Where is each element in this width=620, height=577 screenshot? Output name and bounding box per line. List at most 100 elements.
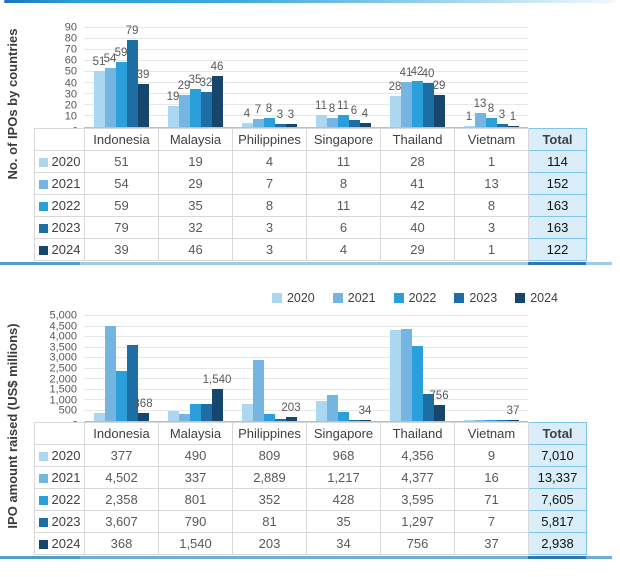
legend-swatch <box>271 293 282 303</box>
y-axis-ticks-amount: -500 1,000 1,500 2,000 2,500 3,000 3,500 4,000 4… <box>34 310 84 427</box>
bar-2024-singapore: 4 <box>359 108 371 127</box>
plot-area-count: 51 54 59 79 39 19 29 35 32 46 4 7 8 3 3 11 8 11 6 4 28 41 42 40… <box>84 26 528 128</box>
gridline <box>84 115 528 116</box>
value-cell: 4 <box>306 238 381 261</box>
value-cell: 4,502 <box>84 466 159 489</box>
ipo-amount-zone: 2020 2021 2022 2023 2024 -500 1,000 1,500 2,000… <box>34 290 587 555</box>
ipo-count-section: No. of IPOs by countries -10 20 30 40 50 60 70… <box>0 22 620 265</box>
gridline <box>84 315 528 316</box>
ipo-amount-section: IPO amount raised (US$ millions) 2020 202… <box>0 290 620 559</box>
bar-value-label: 1,540 <box>202 373 232 386</box>
country-header-cell: Philippines <box>232 128 307 151</box>
gridline <box>84 60 528 62</box>
gridline <box>84 38 528 39</box>
value-cell: 29 <box>380 238 455 261</box>
bar-2022-vietnam: 8 <box>485 104 497 127</box>
bar-value-label: 4 <box>361 107 369 120</box>
value-cell: 6 <box>306 216 381 239</box>
y-tick-label: 1,000 <box>49 394 77 407</box>
legend-swatch <box>454 293 465 303</box>
year-legend-swatch <box>38 540 48 549</box>
bar-2021-philippines: 7 <box>252 105 264 127</box>
y-tick-label: 3,500 <box>49 341 77 354</box>
bar-2020-indonesia <box>93 413 105 421</box>
bar-2021-singapore <box>326 395 338 421</box>
y-tick-label: 50 <box>64 65 77 78</box>
year-cell: 2023 <box>34 510 85 533</box>
bar-2020-malaysia <box>167 410 179 421</box>
legend-item-2022: 2022 <box>393 290 437 305</box>
value-cell: 8 <box>232 194 307 217</box>
ipo-count-zone: -10 20 30 40 50 60 70 80 90 51 54 59 79 39 19 29 35 32 46… <box>34 22 587 261</box>
table-divider-count <box>0 262 612 265</box>
legend-label: 2020 <box>286 290 315 305</box>
bar-2023-singapore <box>348 420 360 421</box>
bar-value-label: 1 <box>465 110 473 123</box>
y-tick-label: 20 <box>64 99 77 112</box>
country-header-cell: Vietnam <box>454 128 529 151</box>
bar-value-label: 6 <box>350 105 358 118</box>
bar-2020-philippines: 4 <box>241 108 253 127</box>
bar-value-label: 42 <box>410 65 424 78</box>
y-tick-label: 1,500 <box>49 383 77 396</box>
country-header-cell: Indonesia <box>84 128 159 151</box>
value-cell: 428 <box>306 488 381 511</box>
table-row: 2020 51 19 4 11 28 1 114 <box>34 150 587 173</box>
y-axis-title-amount: IPO amount raised (US$ millions) <box>5 323 20 529</box>
value-cell: 3 <box>232 216 307 239</box>
bar-2023-philippines <box>274 419 286 421</box>
bar-2022-philippines <box>263 413 275 421</box>
bar-value-label: 13 <box>473 97 487 110</box>
value-cell: 42 <box>380 194 455 217</box>
value-cell: 3,607 <box>84 510 159 533</box>
bar-2021-philippines <box>252 360 264 421</box>
y-tick-label: 2,000 <box>49 373 77 386</box>
ipo-count-plot-row: -10 20 30 40 50 60 70 80 90 51 54 59 79 39 19 29 35 32 46… <box>34 22 586 133</box>
bar-2020-philippines <box>241 404 253 421</box>
bar-2022-indonesia: 59 <box>115 48 127 127</box>
value-cell: 81 <box>232 510 307 533</box>
value-cell: 51 <box>84 150 159 173</box>
legend-label: 2022 <box>408 290 437 305</box>
bar-value-label: 41 <box>399 66 413 79</box>
y-tick-label: 4,000 <box>49 330 77 343</box>
gridline <box>84 71 528 72</box>
total-cell: 163 <box>528 194 587 217</box>
bar-value-label: 756 <box>429 390 449 403</box>
year-legend-swatch <box>38 474 48 483</box>
legend-swatch <box>515 293 526 303</box>
gridline <box>84 104 528 105</box>
bar-value-label: 3 <box>287 108 295 121</box>
value-cell: 1,540 <box>158 532 233 555</box>
bar-2020-vietnam: 1 <box>463 111 475 127</box>
bar-2020-thailand: 28 <box>389 82 401 127</box>
value-cell: 79 <box>84 216 159 239</box>
value-cell: 41 <box>380 172 455 195</box>
y-tick-label: 70 <box>64 43 77 56</box>
year-legend-swatch <box>38 518 48 527</box>
bar-groups: 368 1,540 203 34 756 37 <box>84 316 528 421</box>
bar-2022-indonesia <box>115 371 127 421</box>
y-tick-label: 500 <box>58 404 77 417</box>
bar-value-label: 19 <box>166 91 180 104</box>
value-cell: 7 <box>232 172 307 195</box>
value-cell: 2,358 <box>84 488 159 511</box>
bar-value-label: 46 <box>210 61 224 74</box>
legend-label: 2024 <box>530 290 558 305</box>
year-label: 2024 <box>51 536 81 551</box>
value-cell: 368 <box>84 532 159 555</box>
bar-2024-vietnam: 1 <box>507 111 519 127</box>
table-row: 2022 2,358 801 352 428 3,595 71 7,605 <box>34 488 587 511</box>
bar-2022-vietnam <box>485 419 497 421</box>
country-header-cell: Vietnam <box>454 422 529 445</box>
legend-item-2021: 2021 <box>332 292 376 305</box>
year-legend-swatch <box>38 202 48 211</box>
bar-2023-vietnam <box>496 420 508 421</box>
bar-2023-philippines: 3 <box>274 109 286 127</box>
bar-groups: 51 54 59 79 39 19 29 35 32 46 4 7 8 3 3 11 8 11 6 4 28 41 42 40… <box>84 26 528 127</box>
value-cell: 4 <box>232 150 307 173</box>
bar-2023-malaysia: 32 <box>200 77 212 127</box>
gridline <box>84 357 528 358</box>
table-row: 2024 368 1,540 203 34 756 37 2,938 <box>34 532 587 555</box>
